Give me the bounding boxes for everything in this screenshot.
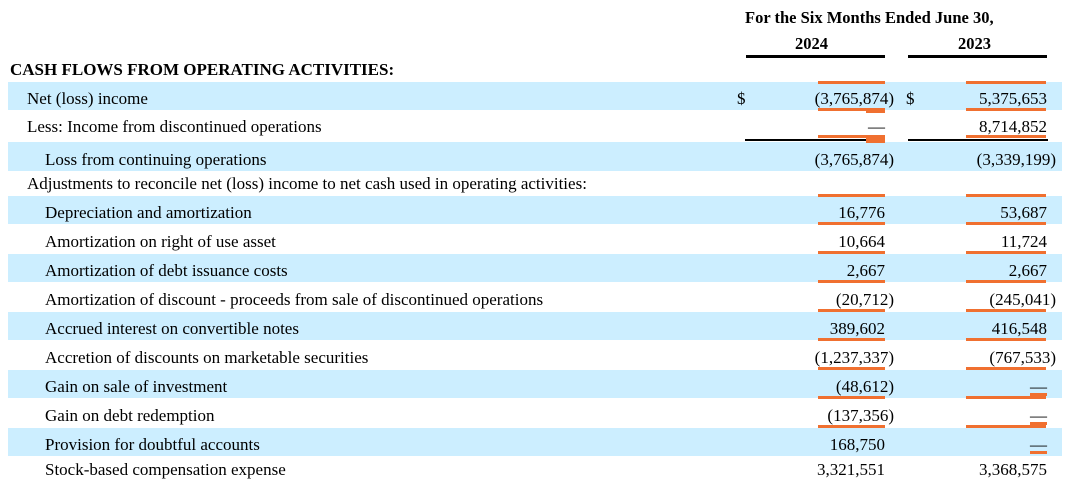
highlight-bar (818, 81, 885, 84)
row-label: Provision for doubtful accounts (45, 435, 260, 454)
value-2023: — (1030, 435, 1047, 454)
table-row: Amortization on right of use asset 10,66… (8, 225, 1062, 253)
highlight-bar (966, 108, 1046, 111)
row-label: Net (loss) income (27, 89, 148, 108)
value-2024: 16,776 (838, 203, 885, 222)
subtotal-rule-2024 (745, 139, 885, 141)
row-label: Accretion of discounts on marketable sec… (45, 348, 369, 367)
value-2023: 8,714,852 (979, 117, 1047, 136)
value-2024: (3,765,874) (814, 150, 894, 169)
table-row: Provision for doubtful accounts 168,750 … (8, 428, 1062, 456)
row-label: Less: Income from discontinued operation… (27, 117, 322, 136)
value-2024: (20,712) (835, 290, 894, 309)
value-2024: 3,321,551 (817, 460, 885, 479)
value-2024: 389,602 (829, 319, 885, 338)
highlight-bar (966, 367, 1046, 370)
value-2024: 10,664 (838, 232, 885, 251)
row-label: Amortization of discount - proceeds from… (45, 290, 544, 309)
currency-symbol: $ (737, 89, 746, 108)
highlight-bar (1030, 422, 1047, 425)
value-2024: (3,765,874) (814, 89, 894, 108)
value-2024: (137,356) (827, 406, 894, 425)
table-row: Amortization of debt issuance costs 2,66… (8, 254, 1062, 282)
subtotal-rule-2023 (908, 139, 1048, 141)
table-row: Gain on sale of investment (48,612) — (8, 370, 1062, 398)
highlight-bar (1030, 393, 1047, 396)
table-row: Accrued interest on convertible notes 38… (8, 312, 1062, 340)
value-2024: (48,612) (835, 377, 894, 396)
header-rule-2023 (908, 55, 1047, 58)
table-row: Net (loss) income $ (3,765,874) $ 5,375,… (8, 82, 1062, 110)
highlight-bar (1030, 451, 1047, 454)
value-2023: 11,724 (1000, 232, 1047, 251)
value-2023: — (1030, 377, 1047, 396)
highlight-bar (966, 222, 1046, 225)
period-header: For the Six Months Ended June 30, (745, 8, 994, 27)
table-row: Gain on debt redemption (137,356) — (8, 399, 1062, 427)
row-label: Gain on sale of investment (45, 377, 228, 396)
row-label: Amortization on right of use asset (45, 232, 276, 251)
year-2023-header: 2023 (958, 34, 991, 53)
highlight-bar (818, 280, 885, 283)
section-title: CASH FLOWS FROM OPERATING ACTIVITIES: (10, 60, 395, 79)
row-label: Amortization of debt issuance costs (45, 261, 288, 280)
table-row: Less: Income from discontinued operation… (8, 110, 1062, 138)
highlight-bar (866, 110, 885, 113)
value-2023: 5,375,653 (979, 89, 1047, 108)
value-2023: 53,687 (1000, 203, 1047, 222)
value-2023: 2,667 (1008, 261, 1047, 280)
highlight-bar (966, 425, 1046, 428)
highlight-bar (966, 194, 1046, 197)
highlight-bar (818, 222, 885, 225)
table-row: Loss from continuing operations (3,765,8… (8, 142, 1062, 171)
row-label: Stock-based compensation expense (45, 460, 286, 479)
header-rule-2024 (746, 55, 885, 58)
value-2024: 168,750 (829, 435, 885, 454)
row-label: Accrued interest on convertible notes (45, 319, 299, 338)
highlight-bar (818, 194, 885, 197)
highlight-bar (818, 309, 885, 312)
highlight-bar (818, 338, 885, 341)
highlight-bar (818, 135, 885, 138)
row-label: Loss from continuing operations (45, 150, 267, 169)
table-row: Adjustments to reconcile net (loss) inco… (8, 171, 1062, 195)
value-2024: — (868, 117, 885, 136)
highlight-bar (966, 338, 1046, 341)
highlight-bar (818, 367, 885, 370)
row-label: Gain on debt redemption (45, 406, 215, 425)
value-2023: (767,533) (989, 348, 1056, 367)
row-label: Adjustments to reconcile net (loss) inco… (27, 174, 587, 193)
table-row: Amortization of discount - proceeds from… (8, 283, 1062, 311)
highlight-bar (866, 137, 885, 140)
value-2024: (1,237,337) (814, 348, 894, 367)
value-2023: 3,368,575 (979, 460, 1047, 479)
value-2023: (245,041) (989, 290, 1056, 309)
year-2024-header: 2024 (795, 34, 828, 53)
value-2023: (3,339,199) (976, 150, 1056, 169)
value-2023: 416,548 (991, 319, 1047, 338)
value-2023: — (1030, 406, 1047, 425)
highlight-bar (966, 280, 1046, 283)
highlight-bar (818, 251, 885, 254)
row-label: Depreciation and amortization (45, 203, 252, 222)
currency-symbol: $ (906, 89, 915, 108)
highlight-bar (818, 396, 885, 399)
highlight-bar (818, 108, 885, 111)
highlight-bar (966, 396, 1046, 399)
table-row: Depreciation and amortization 16,776 53,… (8, 196, 1062, 224)
value-2024: 2,667 (846, 261, 885, 280)
table-row: Stock-based compensation expense 3,321,5… (8, 457, 1062, 481)
highlight-bar (966, 81, 1046, 84)
highlight-bar (966, 135, 1046, 138)
table-row: Accretion of discounts on marketable sec… (8, 341, 1062, 369)
highlight-bar (966, 309, 1046, 312)
highlight-bar (866, 140, 885, 143)
highlight-bar (966, 251, 1046, 254)
highlight-bar (818, 425, 885, 428)
